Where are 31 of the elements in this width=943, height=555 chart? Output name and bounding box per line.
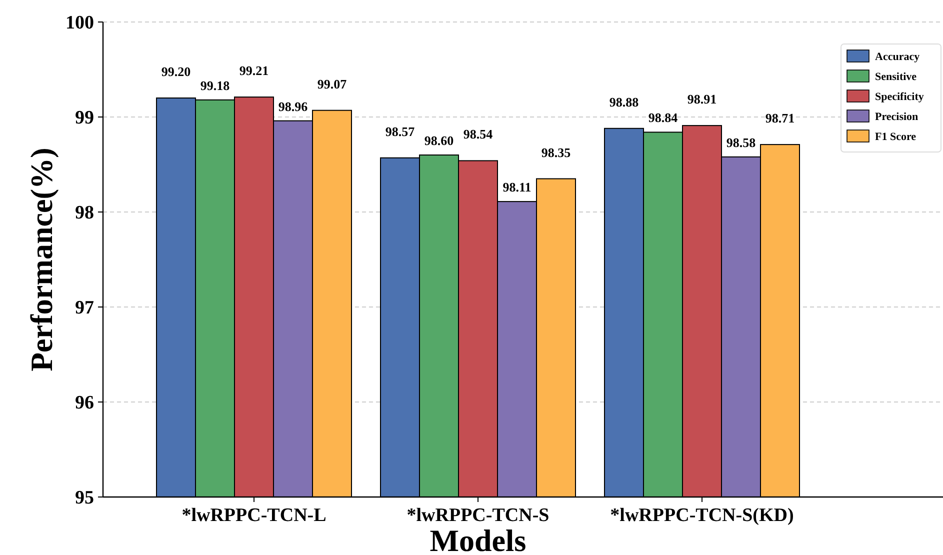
data-label: 99.07 bbox=[317, 76, 348, 92]
data-label: 98.60 bbox=[424, 133, 454, 148]
data-label: 98.91 bbox=[687, 92, 717, 107]
data-label: 98.96 bbox=[278, 98, 308, 114]
data-label: 98.84 bbox=[648, 110, 678, 126]
data-label: 99.20 bbox=[161, 64, 191, 79]
data-label: 98.58 bbox=[726, 134, 756, 150]
y-tick-label: 98 bbox=[75, 202, 94, 224]
y-tick-label: 95 bbox=[75, 488, 94, 509]
legend-label: Sensitive bbox=[875, 70, 917, 83]
legend-label: F1 Score bbox=[875, 130, 916, 143]
y-axis-title: Performance(%) bbox=[24, 148, 59, 372]
x-tick-label: *lwRPPC-TCN-S(KD) bbox=[610, 505, 794, 526]
data-label: 98.71 bbox=[765, 110, 795, 126]
y-tick-label: 97 bbox=[75, 298, 94, 319]
legend-label: Specificity bbox=[875, 90, 924, 103]
data-label: 98.11 bbox=[502, 180, 532, 195]
data-label: 98.57 bbox=[385, 124, 416, 139]
y-tick-label: 96 bbox=[75, 392, 94, 414]
data-label: 98.54 bbox=[463, 126, 494, 142]
x-tick-label: *lwRPPC-TCN-L bbox=[182, 505, 326, 526]
legend-label: Accuracy bbox=[875, 50, 920, 63]
data-label: 99.21 bbox=[239, 63, 269, 78]
data-label: 98.35 bbox=[541, 144, 572, 160]
x-axis-title: Models bbox=[430, 523, 526, 555]
y-tick-label: 99 bbox=[75, 108, 94, 129]
x-tick-label: *lwRPPC-TCN-S bbox=[406, 505, 550, 526]
data-label: 99.18 bbox=[200, 78, 230, 93]
legend-label: Precision bbox=[875, 110, 918, 123]
y-tick-label: 100 bbox=[66, 12, 94, 34]
data-label: 98.88 bbox=[609, 94, 640, 110]
